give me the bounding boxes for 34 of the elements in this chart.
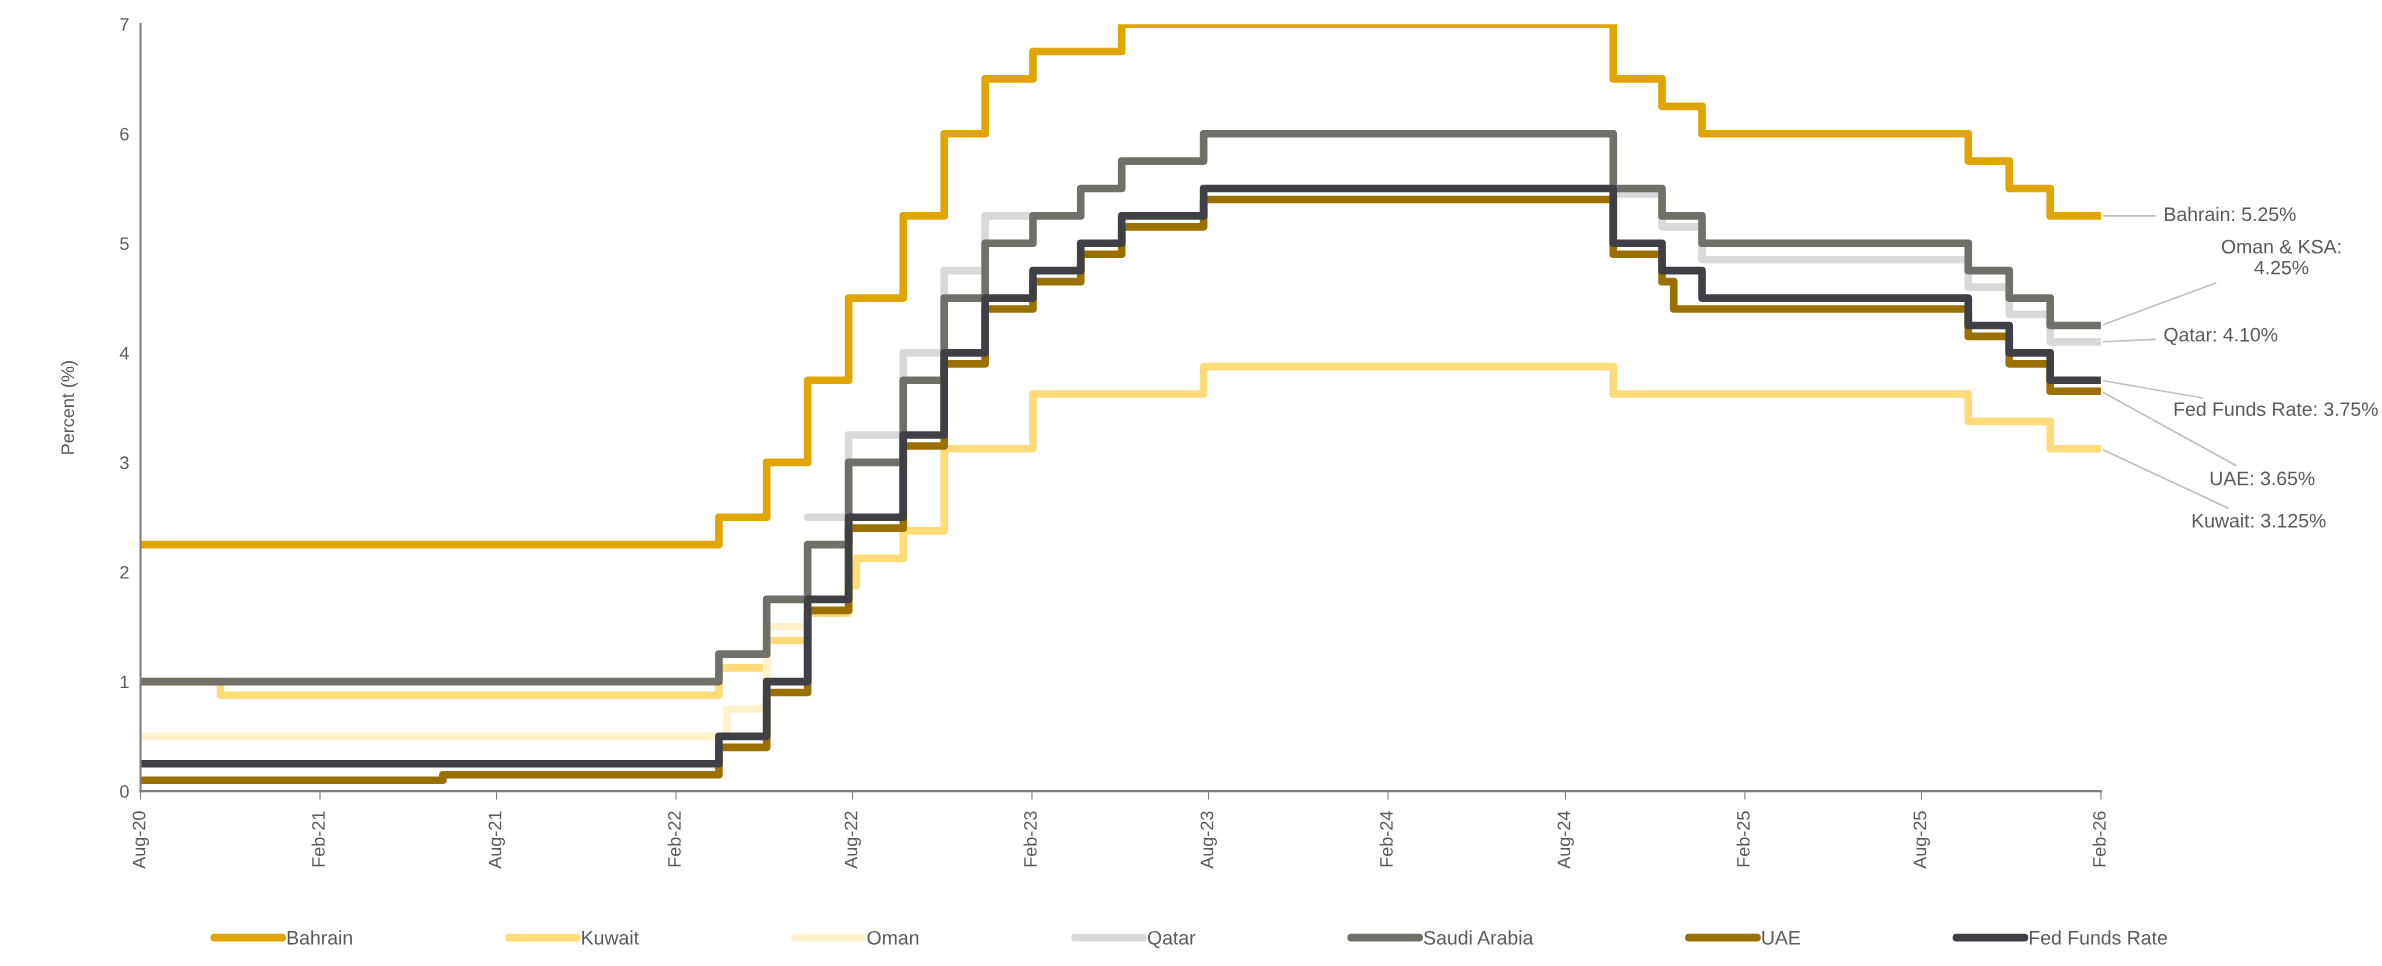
x-tick-label: Feb-23 [1023,811,1037,867]
annotation: UAE: 3.65% [2210,471,2315,486]
legend-label: UAE [1762,931,1801,945]
y-tick-label: 2 [120,565,129,579]
legend-label: Kuwait [582,930,639,945]
y-tick-label: 5 [120,237,129,251]
legend-label: Fed Funds Rate [2029,930,2167,945]
annotation: Qatar: 4.10% [2164,327,2278,346]
y-tick-label: 3 [120,456,129,470]
annotation: Kuwait: 3.125% [2192,513,2326,528]
legend-label: Oman [867,930,919,945]
annotation: Fed Funds Rate: 3.75% [2174,401,2378,417]
x-tick-label: Feb-24 [1379,811,1393,867]
x-tick-label: Feb-21 [311,811,325,867]
legend-label: Saudi Arabia [1424,930,1534,945]
x-tick-label: Aug-20 [132,811,149,869]
annotation: Bahrain: 5.25% [2165,206,2296,222]
x-tick-label: Feb-26 [2092,811,2106,867]
legend-label: Bahrain [287,930,352,945]
y-tick-label: 1 [120,675,129,689]
annotation: Oman & KSA: 4.25% [2221,239,2341,275]
x-tick-label: Feb-22 [667,811,681,867]
x-tick-label: Aug-24 [1557,811,1574,869]
x-tick-label: Aug-23 [1200,811,1217,869]
y-tick-label: 7 [120,18,129,31]
y-tick-label: 4 [119,346,129,360]
y-axis-title: Percent (%) [60,361,78,454]
x-tick-label: Aug-25 [1913,811,1930,869]
legend-label: Qatar [1147,930,1196,949]
x-tick-label: Feb-25 [1736,811,1750,867]
y-tick-label: 0 [120,785,129,798]
y-tick-label: 6 [120,127,129,141]
x-tick-label: Aug-22 [844,811,861,869]
x-tick-label: Aug-21 [488,811,505,869]
